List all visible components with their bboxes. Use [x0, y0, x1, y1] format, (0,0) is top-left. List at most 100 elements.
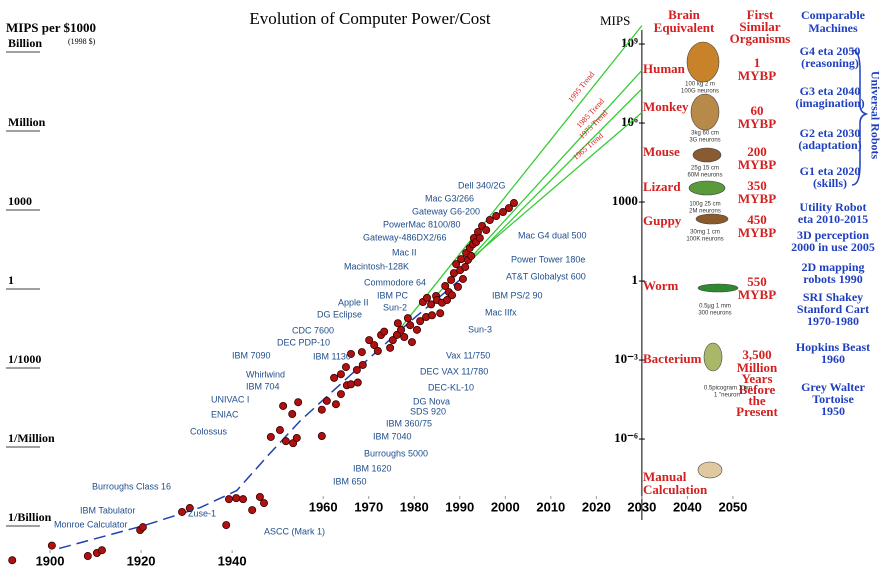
organism-label: MYBP — [738, 287, 776, 302]
brain-label: Worm — [643, 278, 679, 293]
neuron-note: 300 neurons — [698, 311, 731, 317]
data-point — [83, 552, 92, 561]
organism-icon — [697, 283, 739, 293]
brain-label: Lizard — [643, 179, 681, 194]
y-tick-label: 1/Million — [8, 431, 55, 445]
data-point — [475, 234, 484, 243]
y-tick-label: Million — [8, 115, 46, 129]
data-point — [406, 321, 415, 330]
data-point — [185, 504, 194, 513]
data-point — [317, 432, 326, 441]
y2-tick-label: 1000 — [612, 193, 638, 208]
y-axis-note: (1998 $) — [68, 37, 96, 46]
organism-label: MYBP — [738, 157, 776, 172]
data-point — [178, 507, 187, 516]
organism-label: 450 — [747, 212, 767, 227]
machine-label: IBM 1130 — [313, 351, 351, 361]
data-point — [47, 541, 56, 550]
y-tick-label: 1/Billion — [8, 510, 52, 524]
machine-label: Sun-3 — [468, 324, 492, 334]
data-point — [288, 410, 297, 419]
data-point — [403, 314, 412, 323]
machine-milestone: 2D mapping — [801, 260, 864, 274]
organism-label: 3,500 — [742, 347, 771, 362]
chart-title: Evolution of Computer Power/Cost — [249, 9, 491, 28]
machine-label: PowerMac 8100/80 — [383, 219, 461, 229]
machine-milestone: 1970-1980 — [807, 314, 859, 328]
organism-label: the — [748, 393, 766, 408]
machine-label: IBM 1620 — [353, 463, 392, 473]
data-point — [317, 405, 326, 414]
data-point — [330, 373, 339, 382]
data-point — [407, 338, 416, 347]
column-header: Brain — [668, 7, 701, 22]
y2-tick-label: 10⁶ — [621, 114, 638, 129]
data-point — [482, 226, 491, 235]
organism-label: 350 — [747, 178, 767, 193]
machine-label: DG Eclipse — [317, 309, 362, 319]
organism-label: MYBP — [738, 225, 776, 240]
data-point — [485, 215, 494, 224]
machine-label: IBM 7040 — [373, 431, 412, 441]
machine-label: DEC VAX 11/780 — [420, 366, 488, 376]
y-tick-label: 1/1000 — [8, 352, 41, 366]
machine-label: Whirlwind — [246, 369, 285, 379]
machine-label: ENIAC — [211, 409, 239, 419]
robot-group-label: Universal Robots — [868, 71, 882, 160]
machine-label: Power Tower 180e — [511, 254, 585, 264]
data-point — [457, 255, 466, 264]
machine-milestone: SRI Shakey — [803, 290, 863, 304]
data-point — [443, 296, 452, 305]
data-point — [422, 293, 431, 302]
data-point — [275, 426, 284, 435]
trend-label: 1995 Trend — [566, 70, 596, 104]
machine-label: IBM PC — [377, 290, 409, 300]
x-tick-label: 2020 — [582, 499, 611, 514]
organism-icon — [686, 41, 720, 83]
machine-label: UNIVAC I — [211, 394, 249, 404]
brain-label: Manual — [643, 469, 687, 484]
robot-label: (reasoning) — [801, 56, 859, 70]
robot-label: G1 eta 2020 — [800, 164, 861, 178]
data-point — [448, 291, 457, 300]
trend-line — [459, 112, 643, 269]
y-tick-label: Billion — [8, 36, 42, 50]
data-point — [353, 378, 362, 387]
organism-label: MYBP — [738, 191, 776, 206]
x-tick-label: 2010 — [536, 499, 565, 514]
neuron-note: 2M neurons — [689, 209, 721, 215]
machine-milestone: 1960 — [821, 352, 845, 366]
data-point — [449, 269, 458, 278]
robot-label: G2 eta 2030 — [800, 126, 861, 140]
organism-icon — [688, 180, 726, 196]
organism-label: Present — [736, 404, 778, 419]
data-point — [428, 311, 437, 320]
organism-label: MYBP — [738, 68, 776, 83]
brain-label: Calculation — [643, 482, 708, 497]
machine-milestone: Stanford Cart — [797, 302, 869, 316]
robot-label: (adaptation) — [798, 138, 861, 152]
x-tick-label: 2030 — [627, 499, 656, 514]
organism-label: Million — [737, 360, 778, 375]
data-point — [281, 437, 290, 446]
machine-label: AT&T Globalyst 600 — [506, 271, 586, 281]
data-point — [400, 332, 409, 341]
neuron-note: 1 "neuron" — [714, 393, 742, 399]
data-point — [232, 494, 241, 503]
data-point — [260, 499, 269, 508]
neuron-note: 100K neurons — [686, 237, 723, 243]
data-point — [279, 401, 288, 410]
organism-label: Before — [739, 382, 776, 397]
machine-label: SDS 920 — [410, 406, 446, 416]
data-point — [386, 343, 395, 352]
y-tick-label: 1000 — [8, 194, 32, 208]
data-point — [331, 400, 340, 409]
robot-label: (imagination) — [795, 96, 864, 110]
machine-label: IBM PS/2 90 — [492, 290, 543, 300]
data-point — [292, 433, 301, 442]
data-point — [346, 380, 355, 389]
organism-label: 1 — [754, 55, 761, 70]
data-point — [357, 348, 366, 357]
neuron-note: 30mg 1 cm — [690, 230, 720, 236]
